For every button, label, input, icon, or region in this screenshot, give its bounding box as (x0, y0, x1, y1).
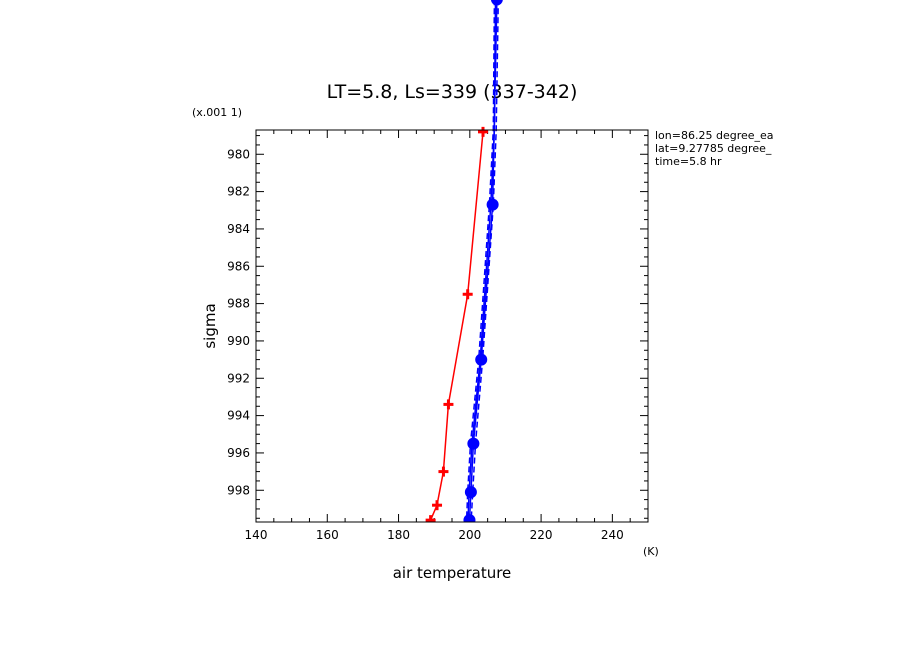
y-tick-label: 988 (227, 297, 250, 311)
y-tick-label: 998 (227, 483, 250, 497)
plot-frame (255, 129, 649, 523)
axis-ticks: 140 160 180 200 220 240 980 982 984 986 988 990 992 9… (227, 130, 649, 542)
x-axis-label: air temperature (393, 564, 512, 582)
y-tick-label: 990 (227, 334, 250, 348)
x-tick-label: 240 (601, 528, 624, 542)
y-tick-label: 996 (227, 446, 250, 460)
annotation-time: time=5.8 hr (655, 155, 722, 168)
y-tick-label: 986 (227, 259, 250, 273)
data-point (490, 0, 503, 6)
y-tick-label: 992 (227, 371, 250, 385)
data-point (438, 466, 449, 477)
series-line-3 (467, 0, 497, 521)
y-scale-label: (x.001 1) (192, 106, 242, 119)
y-tick-label: 984 (227, 222, 250, 236)
series-layer (425, 0, 503, 522)
x-unit-label: (K) (643, 545, 659, 558)
x-tick-label: 140 (245, 528, 268, 542)
data-point (467, 437, 480, 450)
y-tick-label: 994 (227, 409, 250, 423)
data-point (425, 515, 436, 522)
x-tick-label: 200 (458, 528, 481, 542)
chart-title: LT=5.8, Ls=339 (337-342) (327, 81, 578, 103)
data-point (464, 486, 477, 499)
annotation-lon: lon=86.25 degree_ea (655, 129, 774, 142)
y-axis-label: sigma (201, 303, 219, 348)
y-tick-label: 982 (227, 185, 250, 199)
data-point (463, 514, 476, 522)
x-tick-label: 220 (530, 528, 553, 542)
x-tick-label: 160 (316, 528, 339, 542)
y-tick-label: 980 (227, 147, 250, 161)
x-tick-label: 180 (387, 528, 410, 542)
data-point (462, 289, 473, 300)
data-point (443, 399, 454, 410)
annotation-lat: lat=9.27785 degree_ (655, 142, 772, 155)
data-point (432, 500, 443, 511)
data-point (478, 126, 489, 137)
